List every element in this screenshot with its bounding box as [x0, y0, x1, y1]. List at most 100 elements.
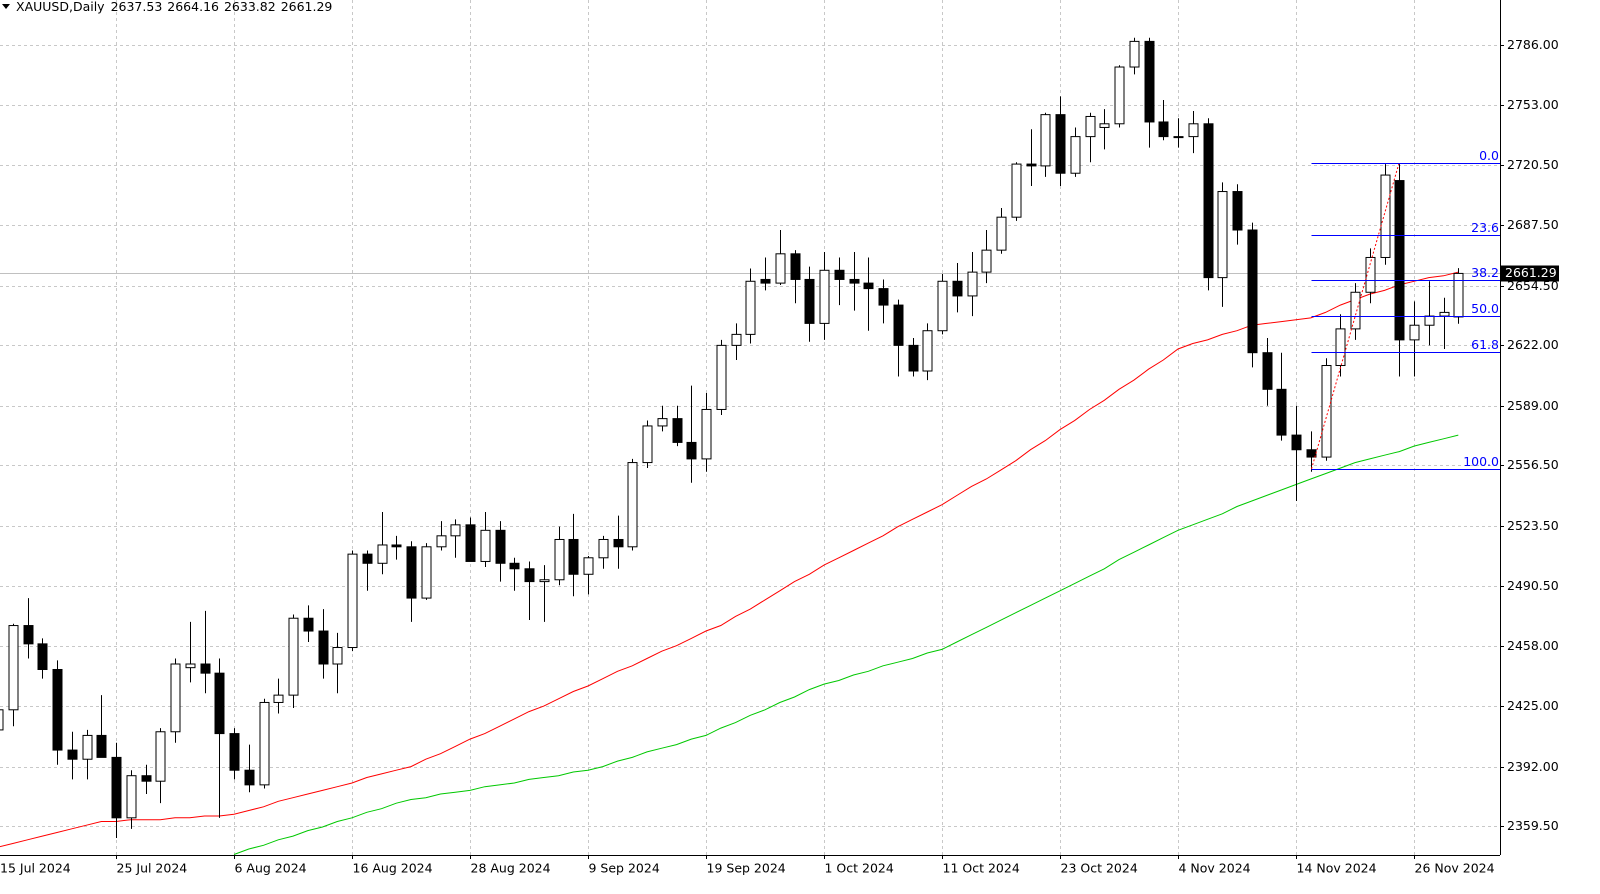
- candle-body: [686, 441, 697, 460]
- candle-body: [318, 630, 329, 665]
- x-tick-label: 28 Aug 2024: [471, 861, 551, 876]
- candle-body: [1439, 311, 1450, 317]
- candle-body: [834, 269, 845, 280]
- candle-body: [598, 538, 609, 559]
- candle-body: [1247, 229, 1258, 354]
- candle-body: [524, 568, 535, 583]
- candle-body: [775, 253, 786, 284]
- candle-body: [878, 288, 889, 306]
- candle-body: [1070, 136, 1081, 174]
- candle-body: [421, 546, 432, 599]
- candle-body: [200, 663, 211, 674]
- y-tick-label: 2654.50: [1507, 278, 1559, 293]
- candle-body: [332, 647, 343, 665]
- candle-body: [996, 216, 1007, 251]
- candle-body: [863, 282, 874, 290]
- candle-body: [1099, 123, 1110, 128]
- y-tick-label: 2687.50: [1507, 217, 1559, 232]
- header-high: 2664.16: [167, 0, 219, 14]
- fib-trendline: [1311, 163, 1400, 470]
- candle-body: [347, 553, 358, 649]
- fib-level-label: 50.0: [1471, 301, 1499, 316]
- candle-body: [613, 538, 624, 548]
- x-tick-label: 15 Jul 2024: [0, 861, 71, 876]
- candle-body: [0, 709, 4, 731]
- candle-body: [229, 733, 240, 771]
- candle-body: [922, 330, 933, 372]
- plot-area: [0, 37, 1500, 855]
- candle-body: [760, 278, 771, 284]
- candle-body: [627, 462, 638, 548]
- candle-body: [672, 418, 683, 443]
- x-tick-label: 9 Sep 2024: [589, 861, 660, 876]
- x-tick-label: 6 Aug 2024: [235, 861, 307, 876]
- candle-body: [1158, 121, 1169, 138]
- fib-level-label: 38.2: [1471, 265, 1499, 280]
- candle-body: [1055, 114, 1066, 174]
- candle-body: [1335, 328, 1346, 367]
- candle-body: [23, 625, 34, 645]
- menu-triangle[interactable]: [2, 4, 10, 9]
- candle-body: [967, 271, 978, 297]
- header-close: 2661.29: [281, 0, 333, 14]
- y-tick-label: 2589.00: [1507, 398, 1559, 413]
- candle-body: [937, 280, 948, 332]
- candle-body: [1085, 115, 1096, 138]
- price-tag: [1501, 265, 1559, 282]
- candle-body: [450, 524, 461, 537]
- candle-body: [67, 749, 78, 760]
- header-low: 2633.82: [224, 0, 276, 14]
- candle-body: [82, 734, 93, 760]
- candle-body: [362, 553, 373, 564]
- axes: 2786.00 2753.00 2720.50 2687.50 2654.50 2622.…: [0, 0, 1559, 876]
- candle-body: [436, 535, 447, 548]
- candle-body: [745, 280, 756, 335]
- price-tag-label: 2661.29: [1505, 265, 1557, 280]
- candle-body: [731, 333, 742, 346]
- y-tick-label: 2720.50: [1507, 157, 1559, 172]
- candle-body: [716, 344, 727, 410]
- candle-body: [259, 701, 270, 786]
- candle-body: [52, 668, 63, 751]
- y-tick-label: 2425.00: [1507, 698, 1559, 713]
- candle-body: [1409, 324, 1420, 341]
- x-tick-label: 23 Oct 2024: [1061, 861, 1138, 876]
- candle-body: [126, 775, 137, 819]
- candle-body: [1276, 388, 1287, 436]
- x-tick-label: 11 Oct 2024: [943, 861, 1020, 876]
- symbol: XAUUSD,Daily: [16, 0, 105, 14]
- moving-average-line: [233, 434, 1459, 855]
- candle-body: [1203, 123, 1214, 279]
- candle-body: [495, 529, 506, 564]
- y-tick-label: 2490.50: [1507, 578, 1559, 593]
- y-tick-label: 2458.00: [1507, 638, 1559, 653]
- candle-body: [185, 663, 196, 669]
- candle-body: [1026, 163, 1037, 167]
- candle-body: [1380, 174, 1391, 258]
- candle-body: [273, 694, 284, 703]
- candle-body: [908, 344, 919, 372]
- candle-body: [554, 538, 565, 581]
- candle-body: [1144, 40, 1155, 123]
- candle-body: [1129, 40, 1140, 68]
- candle-body: [1291, 434, 1302, 451]
- candle-body: [819, 269, 830, 324]
- fib-level-label: 23.6: [1471, 220, 1499, 235]
- candle-body: [1217, 191, 1228, 279]
- candle-body: [303, 617, 314, 632]
- x-tick-label: 16 Aug 2024: [353, 861, 433, 876]
- candle-body: [111, 756, 122, 819]
- candle-body: [465, 524, 476, 562]
- candle-body: [1173, 136, 1184, 139]
- candle-body: [804, 278, 815, 324]
- candle-body: [377, 544, 388, 564]
- candle-body: [701, 408, 712, 460]
- candle-body: [1232, 191, 1243, 231]
- candle-body: [642, 425, 653, 464]
- y-tick-label: 2556.50: [1507, 457, 1559, 472]
- candle-body: [657, 418, 668, 427]
- x-tick-label: 14 Nov 2024: [1297, 861, 1377, 876]
- candle-body: [141, 775, 152, 782]
- candle-body: [1350, 291, 1361, 330]
- candle-body: [214, 672, 225, 735]
